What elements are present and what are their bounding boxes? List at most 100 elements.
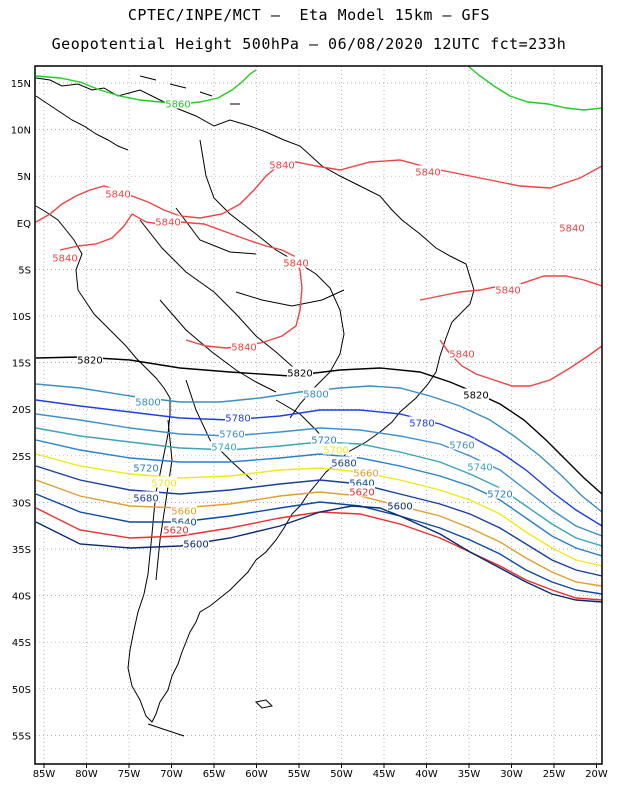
longitude-labels: 85W 80W 75W 70W 65W 60W 55W 50W 45W 40W 35W 30W 25W 2…	[33, 764, 608, 780]
contour-5640	[35, 493, 602, 595]
contour-label-5680: 5680	[331, 459, 356, 470]
contour-label-5680: 5680	[133, 494, 158, 505]
lat-label: 50S	[12, 685, 31, 696]
contour-5840-amazon	[59, 213, 303, 349]
lat-label: EQ	[17, 219, 31, 230]
contour-label-bg	[467, 460, 493, 472]
contour-label-5720: 5720	[487, 490, 512, 501]
contour-label-5640: 5640	[171, 518, 196, 529]
south-america-coastline	[35, 77, 475, 723]
contour-label-5740: 5740	[467, 463, 492, 474]
contour-label-bg	[283, 256, 309, 268]
contour-label-5600: 5600	[183, 540, 208, 551]
contour-lines	[35, 66, 602, 603]
map-title-line2: Geopotential Height 500hPa – 06/08/2020 …	[51, 35, 567, 53]
lon-label: 45W	[373, 769, 396, 780]
contour-label-5760: 5760	[219, 430, 244, 441]
contour-label-5840: 5840	[231, 343, 256, 354]
contour-label-5840: 5840	[449, 350, 474, 361]
lon-label: 80W	[75, 769, 98, 780]
contour-label-bg	[211, 440, 237, 452]
contour-label-bg	[311, 433, 337, 445]
lon-label: 65W	[203, 769, 226, 780]
contour-label-5840: 5840	[269, 161, 294, 172]
contour-label-bg	[225, 411, 251, 423]
contour-5720	[35, 439, 602, 557]
lon-label: 55W	[288, 769, 311, 780]
contour-label-bg	[303, 387, 329, 399]
lon-label: 50W	[330, 769, 353, 780]
lat-label: 55S	[12, 731, 31, 742]
lon-label: 30W	[500, 769, 523, 780]
contour-label-bg	[231, 340, 257, 352]
contour-label-5800: 5800	[303, 390, 328, 401]
contour-label-5720: 5720	[311, 436, 336, 447]
contour-label-5800: 5800	[135, 398, 160, 409]
contour-label-bg	[151, 476, 177, 488]
contour-5840-north	[35, 159, 602, 223]
contour-labels: 5860 5840 5840 5840 5840 5840 5840 5840 5840 5840…	[52, 97, 585, 551]
contour-label-5620: 5620	[163, 526, 188, 537]
contour-5860-east	[467, 66, 602, 111]
lat-label: 15N	[11, 79, 31, 90]
contour-5800	[35, 383, 602, 513]
lon-label: 40W	[415, 769, 438, 780]
contour-label-bg	[415, 165, 441, 177]
contour-label-5720: 5720	[133, 464, 158, 475]
contour-label-bg	[559, 221, 585, 233]
contour-label-5700: 5700	[151, 479, 176, 490]
lat-label: 5S	[18, 265, 31, 276]
lon-label: 60W	[245, 769, 268, 780]
contour-label-bg	[331, 456, 357, 468]
contour-label-bg	[349, 485, 375, 497]
tierra-del-fuego	[147, 723, 185, 737]
contour-5760	[35, 413, 602, 537]
contour-label-bg	[133, 461, 159, 473]
lat-label: 10N	[11, 126, 31, 137]
contour-5740	[35, 427, 602, 547]
contour-label-5840: 5840	[559, 224, 584, 235]
coastline-borders	[35, 75, 475, 737]
contour-label-bg	[171, 515, 197, 527]
contour-label-5860: 5860	[165, 100, 190, 111]
lon-label: 70W	[160, 769, 183, 780]
contour-label-5820: 5820	[287, 369, 312, 380]
lat-label: 5N	[17, 172, 31, 183]
contour-label-5660: 5660	[171, 507, 196, 518]
lon-label: 75W	[118, 769, 141, 780]
contour-label-5600: 5600	[387, 502, 412, 513]
contour-label-bg	[353, 466, 379, 478]
contour-label-bg	[171, 504, 197, 516]
contour-5600	[35, 505, 602, 603]
contour-label-bg	[52, 251, 78, 263]
contour-label-bg	[133, 491, 159, 503]
borders	[139, 139, 345, 581]
lat-label: 45S	[12, 638, 31, 649]
contour-label-bg	[163, 523, 189, 535]
lat-label: 25S	[12, 452, 31, 463]
contour-label-5780: 5780	[225, 414, 250, 425]
contour-label-bg	[409, 416, 435, 428]
contour-label-bg	[449, 347, 475, 359]
contour-label-bg	[135, 395, 161, 407]
contour-label-5840: 5840	[415, 168, 440, 179]
map-frame-border	[34, 65, 603, 765]
contour-label-bg	[463, 388, 489, 400]
lon-label: 85W	[33, 769, 56, 780]
contour-5660	[35, 479, 602, 587]
contour-label-5760: 5760	[449, 441, 474, 452]
map-frame-bg	[35, 66, 602, 764]
contour-label-bg	[105, 187, 131, 199]
contour-label-5700: 5700	[323, 446, 348, 457]
contour-label-5620: 5620	[349, 488, 374, 499]
lon-label: 35W	[458, 769, 481, 780]
lon-label: 20W	[585, 769, 608, 780]
contour-label-bg	[155, 215, 181, 227]
contour-label-5740: 5740	[211, 443, 236, 454]
lat-label: 15S	[12, 359, 31, 370]
lat-label: 10S	[12, 312, 31, 323]
contour-label-bg	[269, 158, 295, 170]
contour-label-5840: 5840	[52, 254, 77, 265]
lat-label: 40S	[12, 592, 31, 603]
contour-label-5840: 5840	[283, 259, 308, 270]
